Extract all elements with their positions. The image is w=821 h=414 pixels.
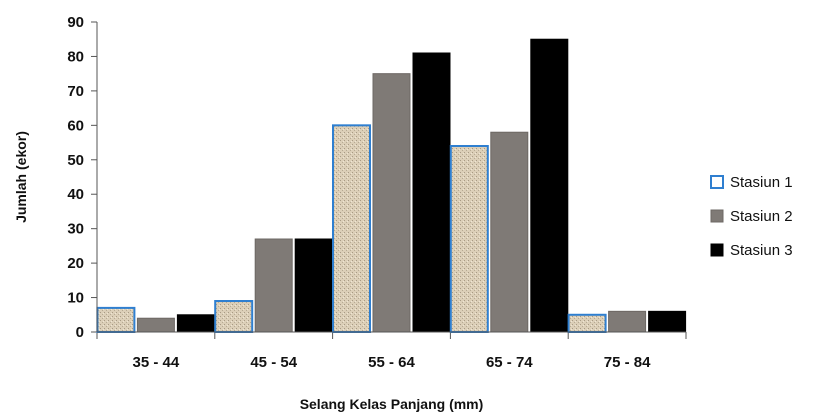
y-tick-label: 50	[67, 152, 84, 169]
bar-stasiun-2-0	[136, 317, 175, 333]
bar-stasiun-3-4	[648, 310, 687, 333]
x-tick-label: 45 - 54	[250, 354, 297, 371]
bar-stasiun-3-3	[530, 38, 569, 333]
x-axis-title: Selang Kelas Panjang (mm)	[300, 396, 484, 412]
bar-stasiun-2-2	[372, 73, 411, 333]
bar-stasiun-1-0	[96, 306, 136, 333]
y-tick-label: 80	[67, 48, 84, 65]
bar-stasiun-1-2	[332, 124, 371, 334]
bar-stasiun-3-0	[176, 314, 215, 333]
legend-label: Stasiun 3	[730, 242, 793, 259]
y-tick-label: 90	[67, 14, 84, 31]
legend-label: Stasiun 1	[730, 174, 793, 191]
x-tick-label: 65 - 74	[486, 354, 533, 371]
y-tick-label: 30	[67, 221, 84, 238]
bar-stasiun-1-1	[214, 300, 254, 333]
bar-stasiun-2-1	[254, 238, 293, 333]
legend-swatch	[710, 175, 724, 189]
y-tick-label: 20	[67, 255, 84, 272]
y-axis-title: Jumlah (ekor)	[13, 131, 29, 223]
legend-label: Stasiun 2	[730, 208, 793, 225]
bar-stasiun-2-4	[608, 310, 647, 333]
y-axis-ticks: 0 10 20 30 40 50 60 70 80 90	[67, 14, 97, 341]
bar-stasiun-1-4	[567, 313, 607, 333]
x-axis-ticks: 35 - 44 45 - 54 55 - 64 65 - 74 75 - 84	[96, 332, 687, 371]
x-tick-label: 75 - 84	[604, 354, 651, 371]
bar-stasiun-3-1	[294, 238, 333, 333]
y-tick-label: 40	[67, 186, 84, 203]
x-tick-label: 35 - 44	[133, 354, 180, 371]
legend-swatch	[710, 243, 724, 257]
bar-stasiun-3-2	[412, 52, 451, 333]
bar-stasiun-1-3	[449, 145, 489, 333]
y-tick-label: 70	[67, 83, 84, 100]
bars	[96, 38, 687, 334]
y-tick-label: 10	[67, 290, 84, 307]
x-tick-label: 55 - 64	[368, 354, 415, 371]
legend-swatch	[710, 209, 724, 223]
bar-stasiun-2-3	[490, 131, 529, 333]
y-tick-label: 60	[67, 117, 84, 134]
legend: Stasiun 1 Stasiun 2 Stasiun 3	[710, 174, 793, 259]
y-tick-label: 0	[76, 324, 84, 341]
